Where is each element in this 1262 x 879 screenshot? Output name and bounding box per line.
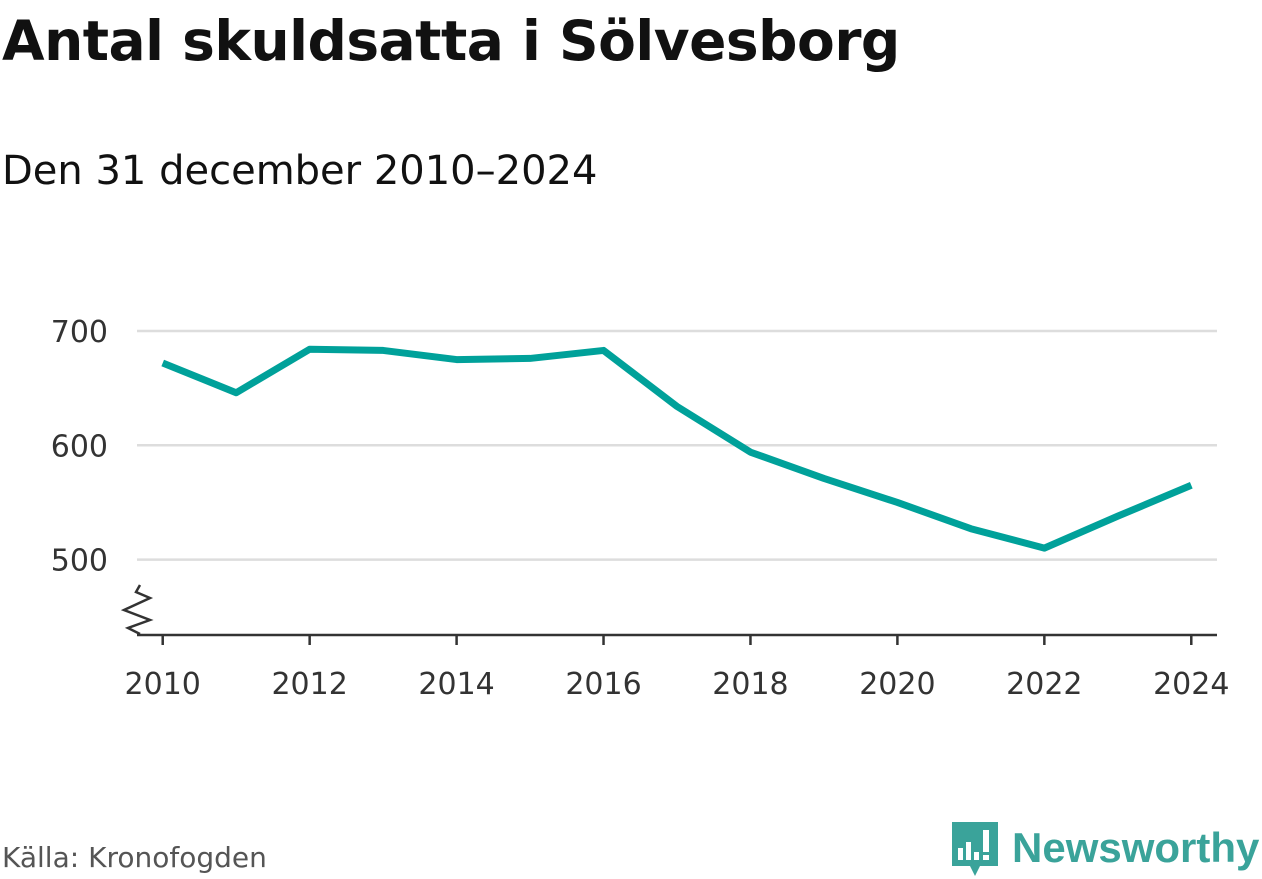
x-tick-label-2022: 2022	[1006, 667, 1082, 702]
chart-subtitle: Den 31 december 2010–2024	[2, 148, 598, 194]
x-tick-label-2018: 2018	[712, 667, 788, 702]
y-tick-label-500: 500	[51, 544, 108, 579]
brand-logo: Newsworthy	[950, 818, 1259, 878]
source-note: Källa: Kronofogden	[2, 841, 267, 874]
series-line-0	[161, 345, 1193, 552]
chart-title: Antal skuldsatta i Sölvesborg	[2, 9, 900, 73]
newsworthy-logo-icon	[952, 822, 998, 876]
x-tick-label-2010: 2010	[125, 667, 201, 702]
brand-name: Newsworthy	[1012, 824, 1260, 871]
axis-break-icon	[120, 584, 154, 636]
x-tick-label-2024: 2024	[1153, 667, 1229, 702]
x-tick-label-2016: 2016	[565, 667, 641, 702]
x-tick-label-2020: 2020	[859, 667, 935, 702]
x-tick-label-2012: 2012	[271, 667, 347, 702]
x-tick-label-2014: 2014	[418, 667, 494, 702]
y-tick-label-600: 600	[51, 429, 108, 464]
y-tick-label-700: 700	[51, 315, 108, 350]
